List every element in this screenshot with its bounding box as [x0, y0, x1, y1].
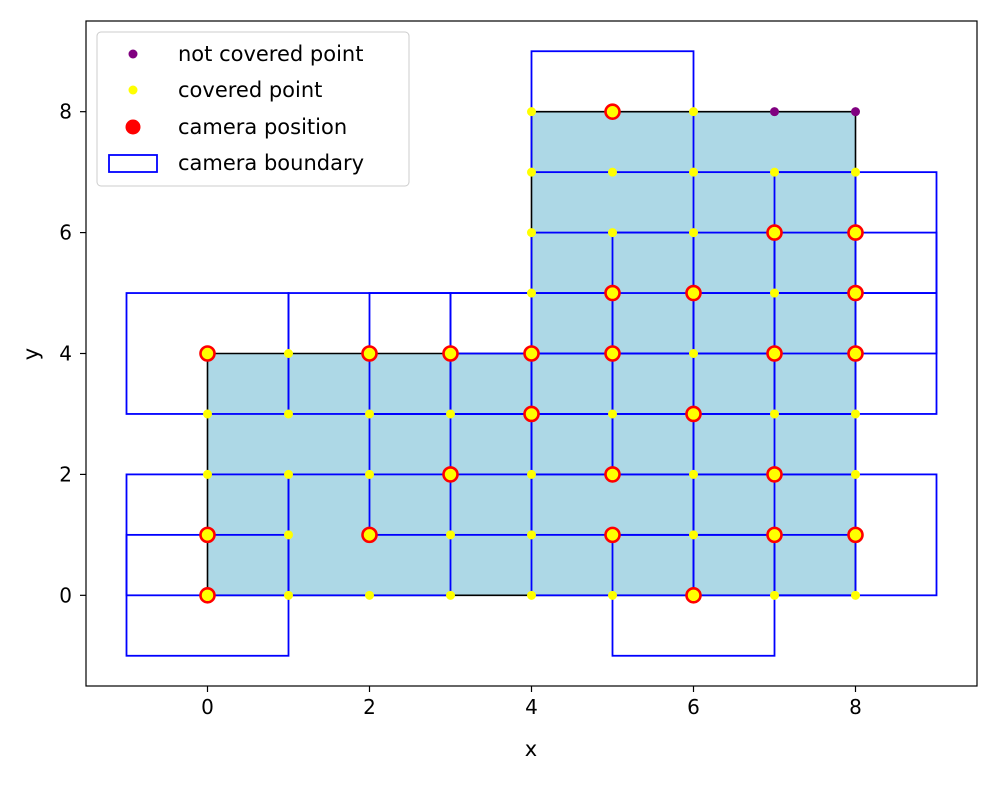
legend-box: [96, 31, 410, 187]
legend-camera-boundary-marker: [108, 154, 158, 173]
covered-point: [446, 590, 455, 600]
camera-position-marker: [199, 587, 216, 604]
y-tick-label: 6: [59, 221, 72, 245]
legend-not-covered-marker: [128, 49, 138, 59]
x-tick-label: 2: [363, 695, 376, 719]
not-covered-point: [770, 107, 779, 117]
covered-point: [770, 409, 779, 419]
x-tick-label: 8: [849, 695, 862, 719]
covered-point: [851, 409, 860, 419]
covered-point: [851, 590, 860, 600]
covered-point: [527, 228, 536, 238]
camera-position-marker: [685, 587, 702, 604]
x-tick-label: 0: [201, 695, 214, 719]
y-tick-label: 0: [59, 583, 72, 607]
covered-point: [284, 530, 293, 540]
camera-position-marker: [847, 526, 864, 544]
camera-position-marker: [766, 345, 783, 362]
covered-point: [527, 530, 536, 540]
camera-position-marker: [685, 405, 702, 423]
covered-point: [527, 590, 536, 600]
camera-position-marker: [199, 526, 216, 544]
legend: not covered point covered point camera pos…: [96, 31, 410, 187]
y-tick-label: 8: [59, 100, 72, 124]
covered-point: [527, 107, 536, 117]
covered-point: [851, 469, 860, 479]
camera-position-marker: [442, 466, 459, 483]
covered-point: [608, 228, 617, 238]
axes-layer: 0 2 4 6 8 0 2 4 6 8: [59, 100, 862, 719]
covered-point: [689, 530, 698, 540]
camera-position-marker: [766, 466, 783, 483]
x-axis-label: x: [525, 737, 537, 761]
covered-point: [527, 167, 536, 177]
legend-label: not covered point: [178, 42, 363, 66]
camera-position-marker: [604, 466, 621, 483]
covered-point: [527, 288, 536, 298]
legend-label: camera boundary: [178, 151, 364, 175]
legend-camera-position-marker: [125, 119, 141, 135]
x-tick-label: 6: [687, 695, 700, 719]
covered-point: [689, 469, 698, 479]
covered-point: [608, 590, 617, 600]
covered-point: [203, 409, 212, 419]
camera-position-marker: [766, 526, 783, 544]
covered-point: [284, 590, 293, 600]
covered-point: [608, 409, 617, 419]
covered-point: [446, 409, 455, 419]
legend-label: camera position: [178, 115, 347, 139]
points-layer: [199, 103, 864, 604]
camera-position-marker: [442, 345, 459, 362]
y-tick-label: 4: [59, 342, 72, 366]
legend-covered-marker: [128, 85, 138, 95]
covered-point: [365, 590, 374, 600]
covered-point: [770, 167, 779, 177]
legend-label: covered point: [178, 78, 322, 102]
camera-position-marker: [523, 405, 540, 423]
covered-point: [365, 469, 374, 479]
camera-position-marker: [685, 284, 702, 302]
covered-point: [527, 469, 536, 479]
camera-position-marker: [523, 345, 540, 362]
camera-position-marker: [604, 103, 621, 120]
covered-point: [851, 167, 860, 177]
camera-position-marker: [361, 526, 378, 544]
camera-position-marker: [847, 284, 864, 302]
camera-position-marker: [766, 224, 783, 241]
camera-position-marker: [847, 345, 864, 362]
y-tick-label: 2: [59, 462, 72, 486]
x-tick-label: 4: [525, 695, 538, 719]
covered-point: [689, 228, 698, 238]
covered-point: [284, 349, 293, 358]
covered-point: [689, 349, 698, 358]
y-axis-label: y: [19, 348, 43, 360]
covered-point: [365, 409, 374, 419]
covered-point: [446, 530, 455, 540]
covered-point: [284, 469, 293, 479]
covered-point: [608, 167, 617, 177]
not-covered-point: [851, 107, 860, 117]
camera-position-marker: [604, 345, 621, 362]
covered-point: [284, 409, 293, 419]
covered-point: [689, 107, 698, 117]
covered-point: [770, 288, 779, 298]
covered-point: [689, 167, 698, 177]
camera-position-marker: [847, 224, 864, 241]
camera-position-marker: [604, 526, 621, 544]
camera-position-marker: [604, 284, 621, 302]
camera-position-marker: [361, 345, 378, 362]
covered-point: [770, 590, 779, 600]
covered-point: [203, 469, 212, 479]
camera-position-marker: [199, 345, 216, 362]
